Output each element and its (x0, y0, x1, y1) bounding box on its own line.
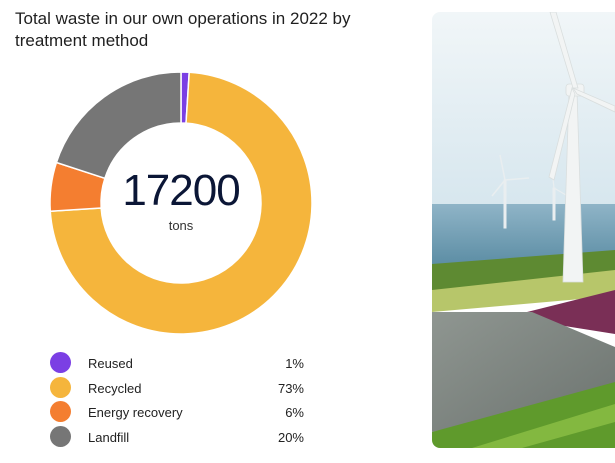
total-unit: tons (168, 218, 194, 233)
total-value: 17200 (122, 166, 240, 215)
legend-label-energy-recovery: Energy recovery (88, 405, 183, 420)
legend-item-recycled: Recycled 73% (50, 376, 310, 401)
legend-item-reused: Reused 1% (50, 351, 310, 376)
legend-value-reused: 1% (285, 356, 304, 371)
legend-value-landfill: 20% (277, 429, 304, 445)
legend-label-reused: Reused (88, 356, 133, 371)
legend-value-energy-recovery: 6% (285, 405, 304, 420)
donut-slice-landfill (55, 71, 182, 180)
legend-item-energy-recovery: Energy recovery 6% (50, 400, 310, 425)
donut-slice-recycled (49, 71, 313, 335)
legend-item-landfill: Landfill 20% (50, 425, 310, 450)
wind-turbine-photo (432, 12, 615, 448)
legend-label-landfill: Landfill (88, 429, 130, 445)
legend-label-recycled: Recycled (88, 380, 142, 396)
chart-legend: Reused 1% Recycled 73% Energy recovery 6% Land… (50, 351, 310, 449)
legend-value-recycled: 73% (277, 380, 304, 396)
legend-swatch-recycled (50, 376, 71, 398)
legend-swatch-reused (50, 352, 71, 373)
donut-chart (49, 71, 313, 335)
legend-swatch-landfill (50, 425, 71, 447)
chart-title: Total waste in our own operations in 202… (15, 9, 351, 50)
legend-swatch-energy-recovery (50, 401, 71, 422)
